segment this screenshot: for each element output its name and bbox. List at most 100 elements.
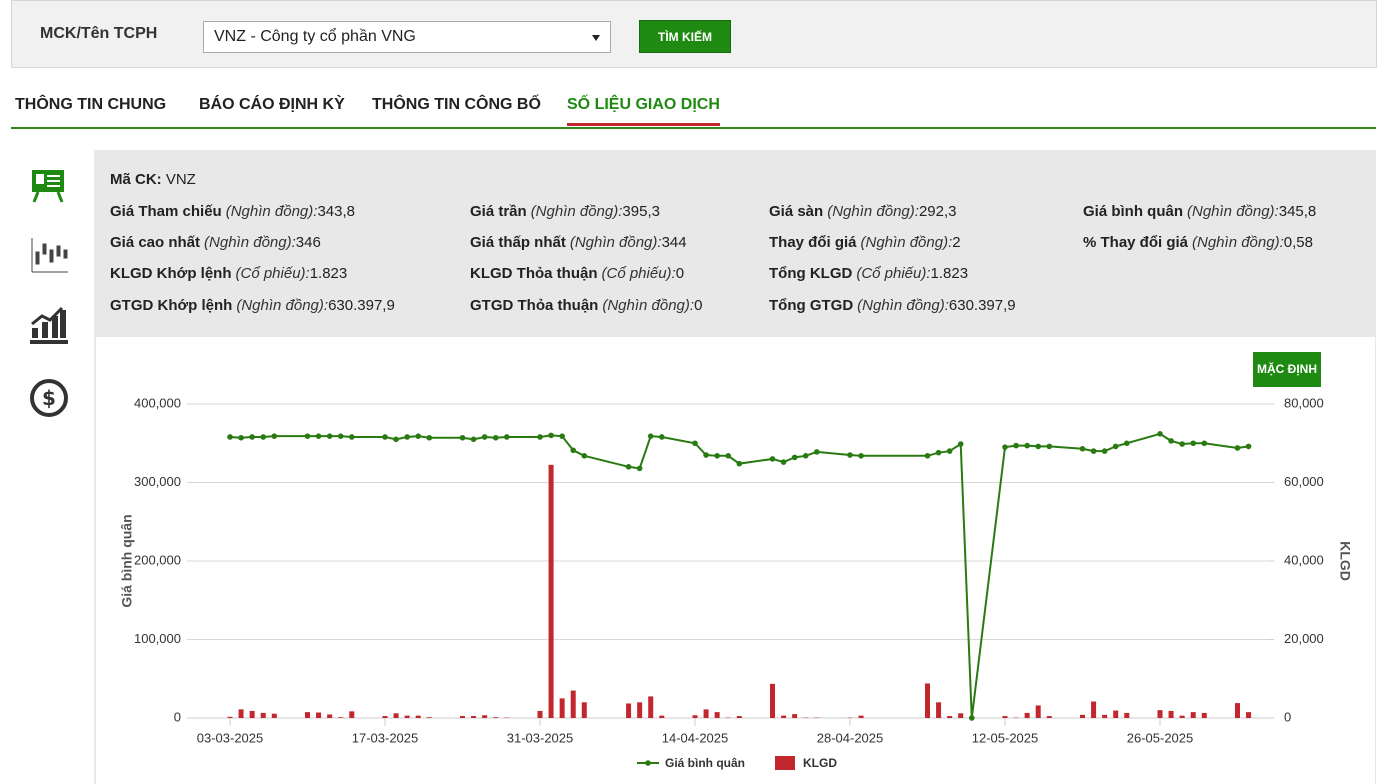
price-point [802,453,809,459]
tab[interactable]: SỐ LIỆU GIAO DỊCH [567,96,720,126]
volume-bar [1024,712,1030,718]
volume-bar [1157,710,1163,718]
price-point [935,449,942,456]
price-point [658,434,665,440]
field-value: 0,58 [1283,234,1313,251]
volume-bar [958,713,964,718]
price-point [791,454,798,461]
price-point [946,448,953,454]
volume-bar [1035,705,1041,718]
field-label: Giá Tham chiếu [110,203,222,220]
info-field: Thay đổi giá (Nghìn đồng):2 [769,234,961,251]
price-point [1157,431,1163,437]
field-value: 2 [952,234,961,251]
x-tick-label: 26-05-2025 [1127,730,1194,745]
field-label: GTGD Khớp lệnh [110,297,233,314]
field-value: 0 [694,297,703,314]
y2-tick-label: 40,000 [1284,552,1324,567]
volume-bar [338,717,344,718]
price-point [1190,440,1197,447]
field-label: Thay đổi giá [769,234,857,251]
price-point [1013,442,1019,449]
volume-bar [471,716,477,718]
svg-text:$: $ [42,386,56,410]
volume-bar [327,714,333,718]
field-value: 345,8 [1278,203,1317,220]
price-point [1101,448,1108,454]
volume-bar [305,712,310,718]
field-value: 1.823 [930,265,969,282]
legend-item[interactable]: Giá bình quân [637,756,745,770]
price-point [703,452,709,458]
field-unit: (Nghìn đồng): [530,203,623,220]
y-axis-title: Giá bình quân [119,514,135,607]
volume-bar [1113,710,1119,718]
volume-bar [714,712,720,718]
price-point [393,436,399,443]
tab[interactable]: THÔNG TIN CÔNG BỐ [372,96,541,113]
field-value: 630.397,9 [328,297,395,314]
field-unit: (Nghìn đồng): [236,297,329,314]
reset-button[interactable]: MẶC ĐỊNH [1253,352,1321,387]
volume-bar [703,709,709,718]
x-tick-label: 31-03-2025 [507,730,574,745]
y2-tick-label: 20,000 [1284,631,1324,646]
price-point [348,434,355,440]
volume-bar [393,713,399,718]
price-point [1024,442,1030,449]
legend-swatch [775,756,795,770]
info-field: GTGD Khớp lệnh (Nghìn đồng):630.397,9 [110,297,395,314]
candlestick-icon[interactable] [31,238,68,273]
search-label: MCK/Tên TCPH [40,25,158,42]
price-point [1002,444,1008,450]
price-point [581,453,588,459]
legend-label: KLGD [803,756,837,770]
volume-bar [1168,710,1174,718]
x-tick-label: 14-04-2025 [662,730,729,745]
volume-bar [1080,714,1085,718]
search-button[interactable]: TÌM KIẾM [639,20,731,53]
y-tick-label: 200,000 [134,552,181,567]
price-point [1035,443,1042,450]
price-point [1234,445,1241,451]
price-point [492,434,499,441]
field-unit: (Nghìn đồng): [827,203,919,220]
company-select[interactable]: VNZ - Công ty cổ phần VNG [203,21,611,53]
price-point [271,433,278,439]
volume-bar [925,683,930,718]
tab[interactable]: THÔNG TIN CHUNG [15,96,167,113]
volume-bar [460,716,465,718]
field-unit: (Nghìn đồng): [204,234,296,251]
price-point [337,433,344,439]
field-label: Giá sàn [769,203,824,220]
volume-bar [404,715,410,718]
reset-button-bg [1253,352,1321,387]
reset-button-label: MẶC ĐỊNH [1257,361,1317,376]
dollar-icon[interactable]: $ [30,379,68,417]
price-point [1179,441,1185,447]
price-point [537,434,543,440]
volume-bar [249,710,255,718]
price-point [1079,445,1086,452]
price-point [736,460,743,467]
bar-chart-icon[interactable] [30,306,68,344]
field-unit: (Cổ phiếu): [856,265,931,282]
info-field: KLGD Thỏa thuận (Cổ phiếu):0 [470,265,684,282]
select-arrow [592,35,600,41]
volume-bar [260,712,266,718]
price-point [570,447,577,454]
price-point [404,434,410,440]
tab[interactable]: BÁO CÁO ĐỊNH KỲ [199,96,345,113]
legend-item[interactable]: KLGD [775,756,837,770]
volume-bar [316,712,322,718]
code-line: Mã CK: VNZ [110,171,196,188]
volume-bar [1124,712,1130,718]
volume-bar [637,702,643,718]
price-point [647,433,654,439]
tab-line [11,127,1376,129]
field-unit: (Cổ phiếu): [235,265,310,282]
board-icon[interactable] [32,170,64,203]
price-point [924,453,931,459]
field-value: 630.397,9 [948,297,1016,314]
